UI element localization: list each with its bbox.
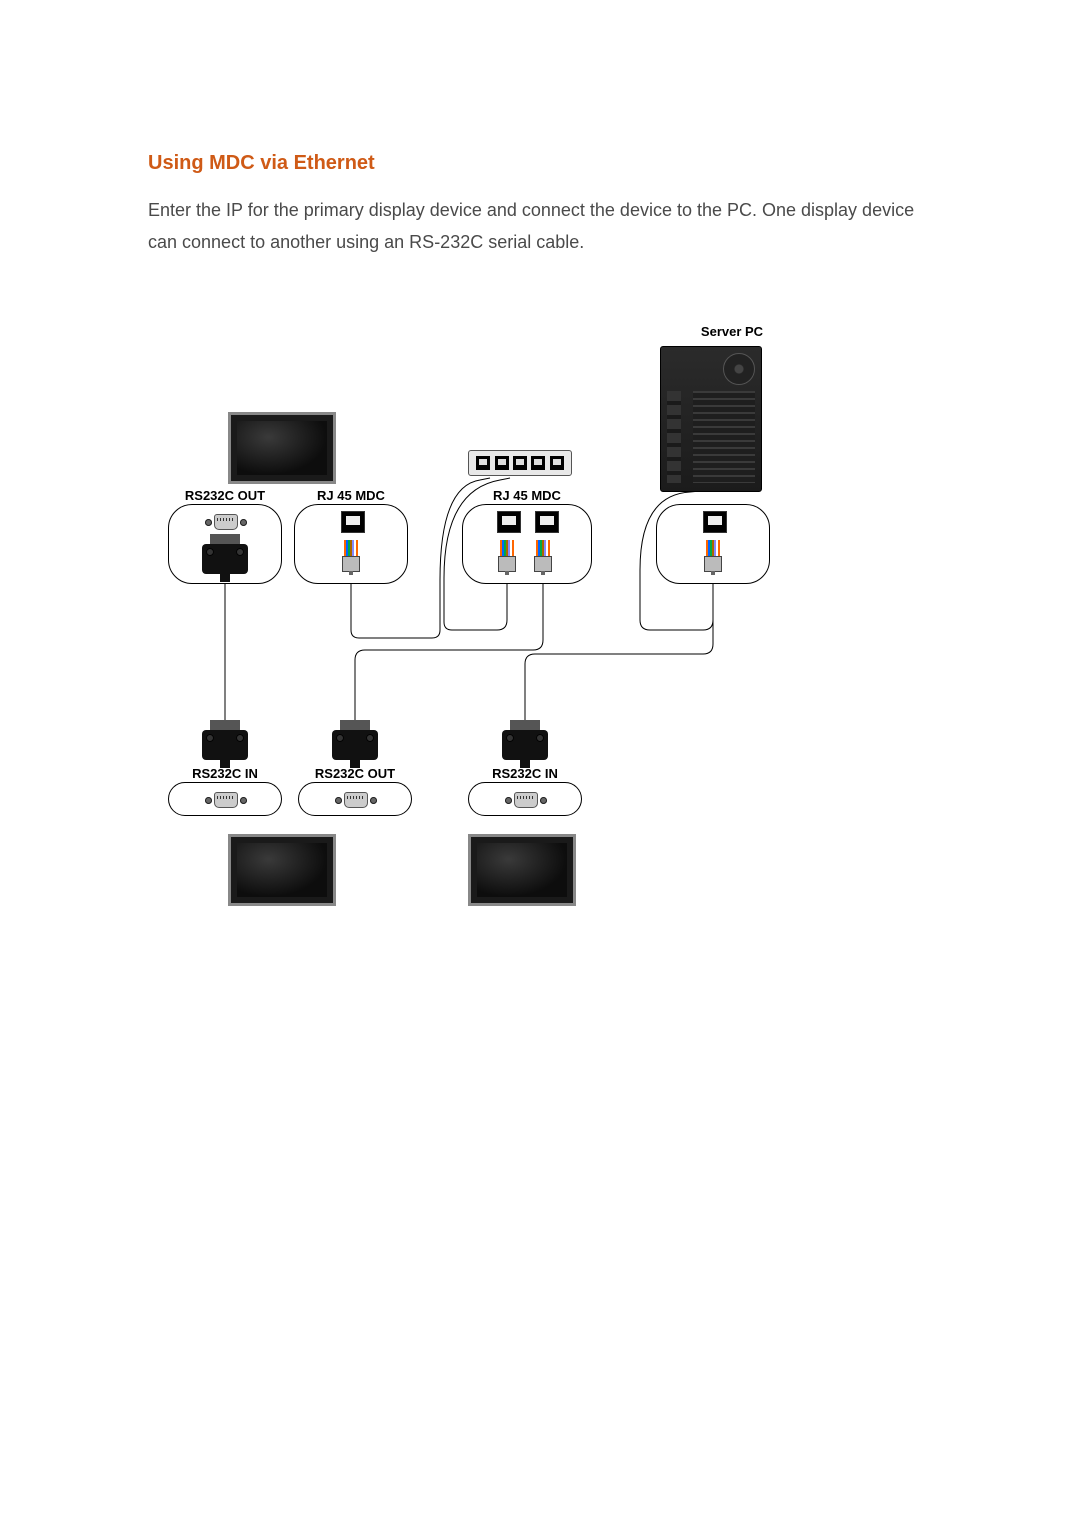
rj45-plug: [704, 540, 722, 574]
rj45-plug: [342, 540, 360, 574]
server-pc: [660, 346, 762, 492]
db9-port: [335, 791, 377, 809]
label-rj45-mdc-1: RJ 45 MDC: [294, 488, 408, 503]
label-rs232c-in-2: RS232C IN: [468, 766, 582, 781]
section-heading: Using MDC via Ethernet: [148, 152, 375, 175]
port-panel-rs232c-in-2: [468, 782, 582, 816]
port-panel-rs232c-in-1: [168, 782, 282, 816]
db9-port: [205, 791, 247, 809]
display-monitor-top: [228, 412, 336, 484]
port-panel-rj45-2: [462, 504, 592, 584]
network-hub: [468, 450, 572, 476]
db9-plug: [202, 720, 248, 768]
db9-plug: [332, 720, 378, 768]
label-rs232c-in-1: RS232C IN: [168, 766, 282, 781]
section-body: Enter the IP for the primary display dev…: [148, 195, 938, 258]
rj45-plug: [534, 540, 552, 574]
label-server-pc: Server PC: [687, 324, 777, 339]
display-monitor-bottom-2: [468, 834, 576, 906]
rj45-port: [497, 511, 521, 533]
display-monitor-bottom-1: [228, 834, 336, 906]
label-rs232c-out-1: RS232C OUT: [168, 488, 282, 503]
db9-port: [505, 791, 547, 809]
connection-diagram: Server PC RS232C OUT RJ 45 MDC RJ 45 MDC…: [150, 320, 930, 940]
rj45-plug: [498, 540, 516, 574]
rj45-port: [703, 511, 727, 533]
rj45-port: [341, 511, 365, 533]
db9-plug: [502, 720, 548, 768]
db9-port: [205, 513, 247, 531]
label-rj45-mdc-2: RJ 45 MDC: [462, 488, 592, 503]
port-panel-rs232c-out-2: [298, 782, 412, 816]
label-rs232c-out-2: RS232C OUT: [298, 766, 412, 781]
rj45-port: [535, 511, 559, 533]
db9-plug: [202, 534, 248, 582]
